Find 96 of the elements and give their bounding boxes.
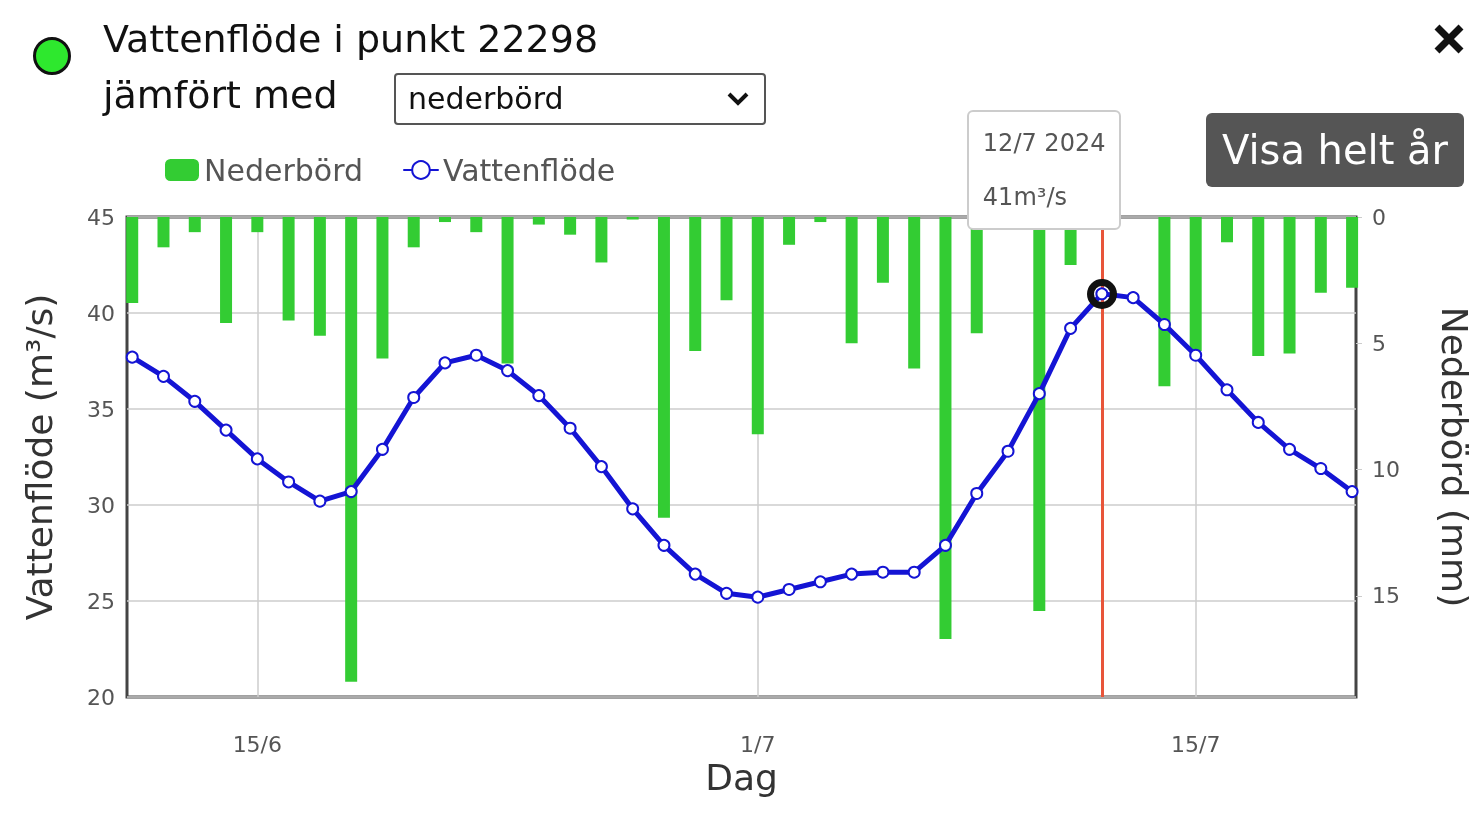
bar <box>157 217 170 248</box>
bar <box>1283 217 1296 354</box>
bar <box>876 217 889 283</box>
point <box>594 460 608 474</box>
y-tick-label: 45 <box>87 204 115 230</box>
point <box>1220 383 1234 397</box>
point <box>282 475 296 489</box>
point <box>813 575 827 589</box>
point <box>782 582 796 596</box>
y-axis-title: Vattenflöde (m³/s) <box>18 293 60 621</box>
y2-axis-title: Nederbörd (mm) <box>1433 306 1475 608</box>
point <box>375 442 389 456</box>
point <box>407 390 421 404</box>
point <box>563 421 577 435</box>
y2-tick-label: 15 <box>1372 583 1400 609</box>
text: Visa helt år <box>1206 113 1464 187</box>
bar <box>845 217 858 344</box>
bar <box>939 217 952 639</box>
y2-tick-label: 10 <box>1372 457 1400 483</box>
point <box>626 502 640 516</box>
bar <box>751 217 764 435</box>
point <box>1032 387 1046 401</box>
bar <box>407 217 420 248</box>
point <box>751 590 765 604</box>
point <box>1001 444 1015 458</box>
bar <box>1158 217 1171 387</box>
bar <box>188 217 201 233</box>
bar <box>1346 217 1359 288</box>
y-tick-label: 30 <box>87 492 115 518</box>
bar <box>501 217 514 364</box>
point <box>1157 318 1171 332</box>
x-tick-label: 15/6 <box>232 731 283 757</box>
point <box>720 586 734 600</box>
bar <box>470 217 483 233</box>
point <box>313 494 327 508</box>
bar <box>220 217 233 324</box>
text: 12/7 2024 41m³/s <box>966 110 1122 230</box>
point <box>438 356 452 370</box>
point <box>157 369 170 383</box>
point <box>125 350 139 364</box>
point <box>657 538 671 552</box>
point <box>970 486 984 500</box>
point <box>938 538 952 552</box>
bar <box>783 217 796 245</box>
point <box>1126 291 1140 305</box>
point <box>1345 485 1359 499</box>
bar <box>345 217 358 682</box>
legend-label: Vattenflöde <box>442 152 616 188</box>
point <box>876 565 890 579</box>
bar <box>1220 217 1233 243</box>
point <box>1251 415 1265 429</box>
point <box>501 364 515 378</box>
y2-tick-label: 0 <box>1372 204 1386 230</box>
bar <box>657 217 670 518</box>
point <box>688 567 702 581</box>
point <box>344 485 358 499</box>
y-tick-label: 40 <box>87 300 115 326</box>
bar <box>564 217 577 235</box>
bar <box>908 217 921 369</box>
point <box>219 423 233 437</box>
text: nederbörd <box>408 81 564 116</box>
y-tick-label: 20 <box>87 684 115 710</box>
bar <box>814 217 827 223</box>
point <box>845 567 859 581</box>
legend-label: Nederbörd <box>204 152 363 188</box>
x-axis-title: Dag <box>705 757 778 799</box>
point <box>1314 462 1328 476</box>
bar <box>720 217 733 301</box>
y-tick-label: 35 <box>87 396 115 422</box>
point <box>1283 442 1297 456</box>
bar <box>376 217 389 359</box>
bar <box>595 217 608 263</box>
point <box>907 565 921 579</box>
bar <box>1252 217 1265 356</box>
chart-title: Vattenflöde i punkt 22298 <box>103 16 599 62</box>
point <box>250 452 264 466</box>
x-tick-label: 1/7 <box>740 731 776 757</box>
bar <box>439 217 451 223</box>
bar <box>1189 217 1202 351</box>
y-tick-label: 25 <box>87 588 115 614</box>
y2-tick-label: 5 <box>1372 330 1386 356</box>
bar <box>1314 217 1327 293</box>
point <box>1064 321 1078 335</box>
point <box>188 394 202 408</box>
point <box>532 389 546 403</box>
bar <box>532 217 545 225</box>
bar <box>126 217 139 303</box>
chart-subtitle: jämfört med <box>103 72 338 118</box>
point <box>469 348 483 362</box>
bar <box>313 217 326 336</box>
bar <box>282 217 295 321</box>
bar <box>626 217 639 220</box>
x-tick-label: 15/7 <box>1170 731 1221 757</box>
point <box>1189 348 1203 362</box>
bar <box>251 217 264 233</box>
bar <box>689 217 702 351</box>
